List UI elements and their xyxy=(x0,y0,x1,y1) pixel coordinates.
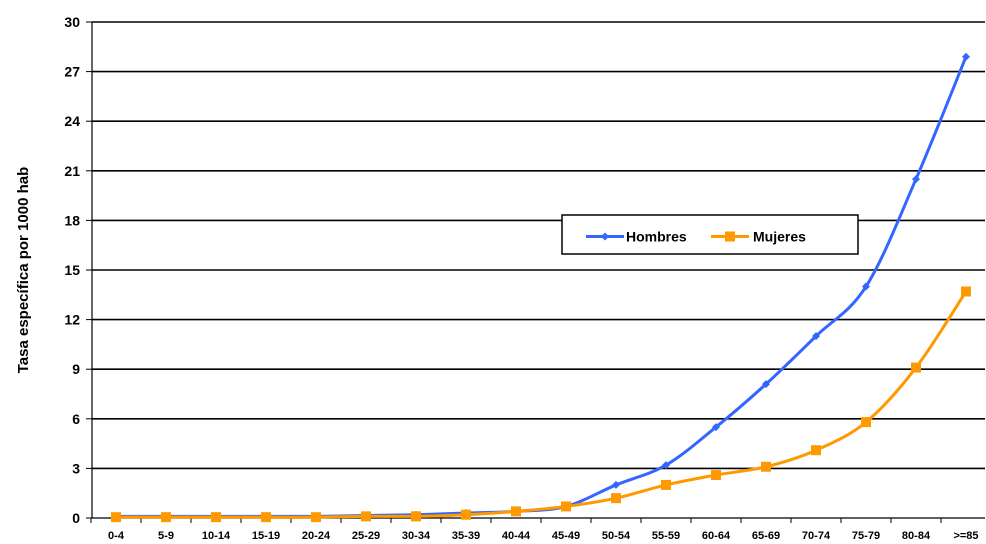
y-tick-label: 21 xyxy=(64,163,80,179)
data-point xyxy=(711,470,721,481)
x-tick-label: 20-24 xyxy=(302,530,331,542)
x-tick-label: 80-84 xyxy=(902,530,931,542)
data-point xyxy=(861,417,871,428)
y-tick-label: 9 xyxy=(72,361,80,377)
x-tick-label: 65-69 xyxy=(752,530,780,542)
gridlines xyxy=(92,21,985,470)
x-tick-label: 0-4 xyxy=(108,530,125,542)
legend-marker xyxy=(601,232,609,241)
legend-item-mujeres: Mujeres xyxy=(711,229,806,245)
data-point xyxy=(961,286,971,297)
legend: Hombres Mujeres xyxy=(561,214,859,255)
y-tick-label: 15 xyxy=(64,262,80,278)
x-tick-label: 75-79 xyxy=(852,530,880,542)
y-tick-labels: 0 3 6 9 12 15 18 21 24 27 30 xyxy=(64,14,80,526)
data-point xyxy=(311,512,321,523)
data-point xyxy=(661,479,671,490)
y-tick-label: 6 xyxy=(72,411,80,427)
data-point xyxy=(561,501,571,512)
y-tick-label: 30 xyxy=(64,14,80,30)
y-tick-label: 18 xyxy=(64,212,80,228)
data-point xyxy=(161,512,171,523)
series-mujeres xyxy=(111,286,971,523)
y-tick-label: 24 xyxy=(64,113,80,129)
legend-marker xyxy=(725,231,735,242)
x-tick-label: 55-59 xyxy=(652,530,680,542)
data-point xyxy=(962,52,970,61)
x-tick-label: 70-74 xyxy=(802,530,831,542)
data-point xyxy=(662,461,670,470)
data-point xyxy=(812,332,820,341)
x-tick-label: 40-44 xyxy=(502,530,531,542)
y-tick-label: 0 xyxy=(72,510,80,526)
data-point xyxy=(361,511,371,522)
x-tick-label: 60-64 xyxy=(702,530,731,542)
y-tick-label: 3 xyxy=(72,460,80,476)
legend-label: Hombres xyxy=(626,229,687,245)
data-point xyxy=(461,509,471,520)
data-point xyxy=(761,461,771,472)
legend-item-hombres: Hombres xyxy=(586,229,687,245)
legend-label: Mujeres xyxy=(753,229,806,245)
y-tick-label: 27 xyxy=(64,64,80,80)
x-tick-label: 50-54 xyxy=(602,530,631,542)
data-point xyxy=(612,480,620,489)
data-point xyxy=(911,362,921,373)
x-tick-label: 15-19 xyxy=(252,530,280,542)
data-point xyxy=(811,445,821,456)
data-point xyxy=(611,493,621,504)
data-point xyxy=(712,423,720,432)
data-point xyxy=(762,380,770,389)
x-tick-labels: 0-4 5-9 10-14 15-19 20-24 25-29 30-34 35-39 40-4… xyxy=(108,530,979,542)
x-tick-label: 5-9 xyxy=(158,530,174,542)
data-point xyxy=(111,512,121,523)
data-point xyxy=(411,511,421,522)
x-tick-label: 30-34 xyxy=(402,530,431,542)
x-tick-label: 25-29 xyxy=(352,530,380,542)
data-point xyxy=(511,506,521,517)
y-axis-label: Tasa específica por 1000 hab xyxy=(15,167,32,374)
x-tick-label: 10-14 xyxy=(202,530,231,542)
x-tick-label: 45-49 xyxy=(552,530,580,542)
data-point xyxy=(912,175,920,184)
data-point xyxy=(211,512,221,523)
y-tick-label: 12 xyxy=(64,312,80,328)
series-group xyxy=(111,52,971,523)
x-tick-label: >=85 xyxy=(953,530,978,542)
x-tick-label: 35-39 xyxy=(452,530,480,542)
data-point xyxy=(862,282,870,291)
legend-box xyxy=(561,214,859,255)
data-point xyxy=(261,512,271,523)
